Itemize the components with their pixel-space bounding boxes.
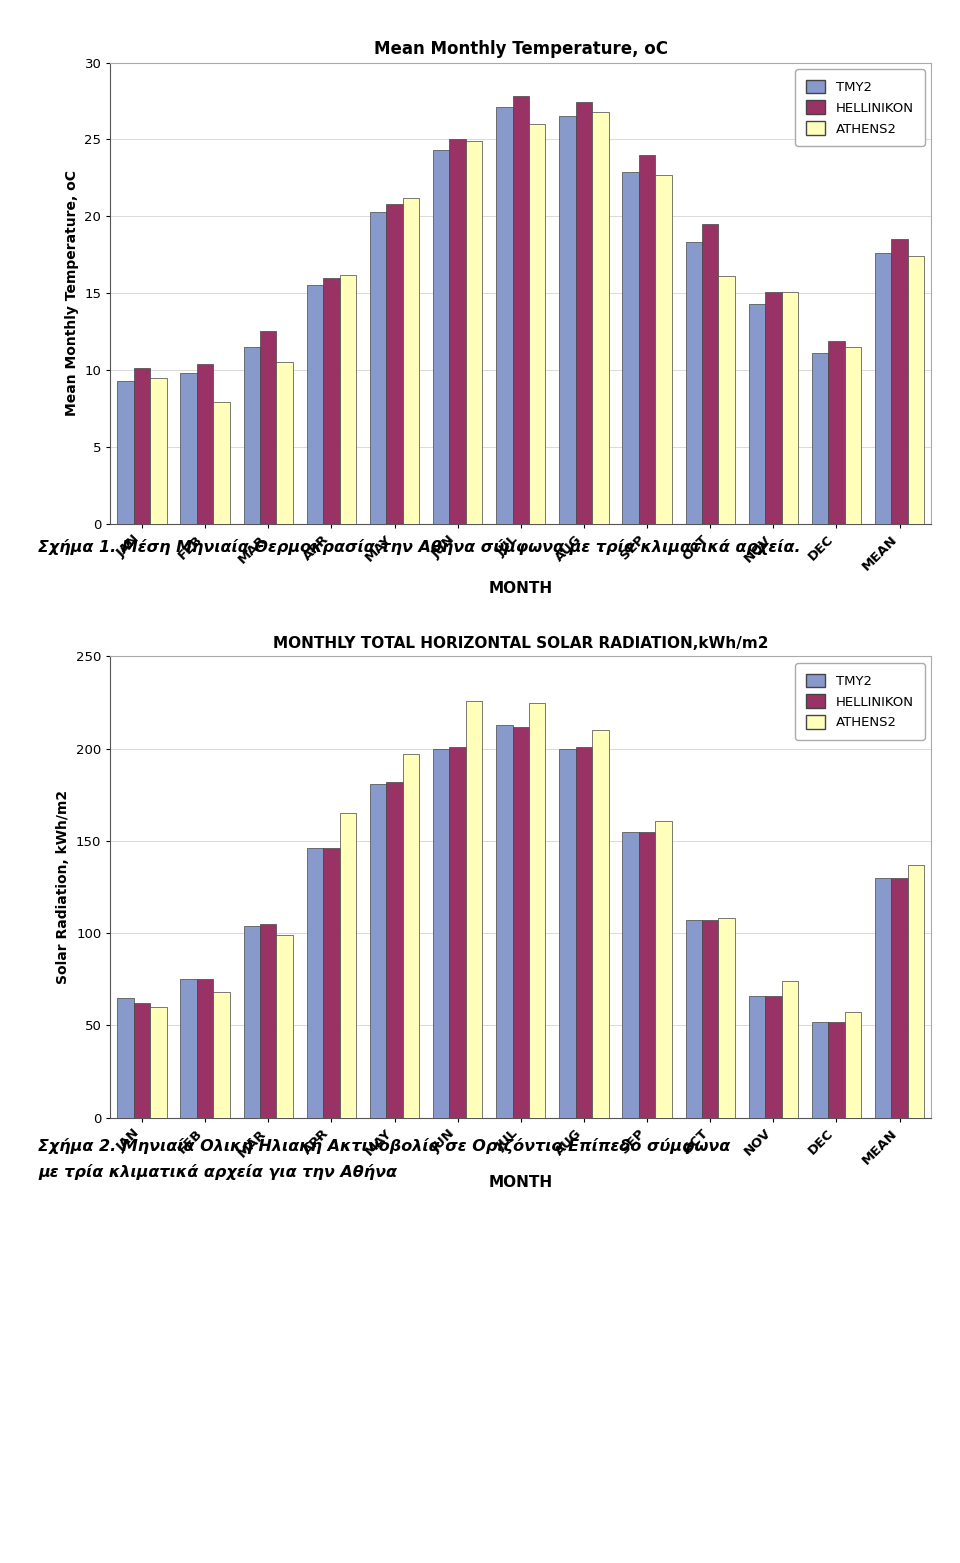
Bar: [244, 347, 260, 524]
Bar: [685, 242, 702, 524]
Bar: [370, 211, 386, 524]
Bar: [560, 749, 576, 1118]
Bar: [908, 864, 924, 1118]
Legend: TMY2, HELLINIKON, ATHENS2: TMY2, HELLINIKON, ATHENS2: [795, 69, 924, 145]
Bar: [340, 275, 356, 524]
Bar: [781, 292, 798, 524]
Text: Σχήμα 2. Μηνιαία Ολική Ηλιακή Ακτινοβολία σε Οριζόντιο Επίπεδο σύμφωνα: Σχήμα 2. Μηνιαία Ολική Ηλιακή Ακτινοβολί…: [38, 1138, 731, 1153]
Bar: [908, 256, 924, 524]
X-axis label: MONTH: MONTH: [489, 1175, 553, 1189]
Bar: [892, 878, 908, 1118]
Bar: [513, 97, 529, 524]
Bar: [213, 402, 229, 524]
Bar: [529, 703, 545, 1118]
Bar: [638, 832, 656, 1118]
Text: Σχήμα 1. Μέση Μηνιαία Θερμοκρασία την Αθήνα σύμφωνα με τρία κλιματικά αρχεία.: Σχήμα 1. Μέση Μηνιαία Θερμοκρασία την Αθ…: [38, 539, 801, 555]
Bar: [702, 224, 718, 524]
Bar: [180, 978, 197, 1118]
Bar: [718, 277, 734, 524]
Bar: [276, 935, 293, 1118]
Y-axis label: Mean Monthly Temperature, oC: Mean Monthly Temperature, oC: [65, 170, 79, 416]
Bar: [213, 993, 229, 1118]
Bar: [386, 203, 403, 524]
Bar: [892, 239, 908, 524]
Bar: [307, 849, 324, 1118]
Bar: [466, 700, 482, 1118]
Bar: [765, 292, 781, 524]
Bar: [592, 730, 609, 1118]
Bar: [496, 108, 513, 524]
Bar: [875, 253, 892, 524]
Bar: [828, 1022, 845, 1118]
Bar: [622, 172, 638, 524]
Bar: [197, 364, 213, 524]
Bar: [749, 996, 765, 1118]
Bar: [576, 747, 592, 1118]
Bar: [845, 1013, 861, 1118]
Bar: [529, 123, 545, 524]
Bar: [197, 978, 213, 1118]
Bar: [370, 783, 386, 1118]
Bar: [260, 331, 276, 524]
Bar: [150, 378, 167, 524]
Bar: [260, 924, 276, 1118]
Bar: [622, 832, 638, 1118]
Bar: [749, 303, 765, 524]
Bar: [828, 341, 845, 524]
Bar: [812, 353, 828, 524]
Bar: [403, 755, 420, 1118]
Bar: [150, 1007, 167, 1118]
X-axis label: MONTH: MONTH: [489, 581, 553, 596]
Bar: [812, 1022, 828, 1118]
Bar: [656, 175, 672, 524]
Bar: [433, 150, 449, 524]
Bar: [133, 1003, 150, 1118]
Bar: [576, 103, 592, 524]
Bar: [466, 141, 482, 524]
Bar: [244, 925, 260, 1118]
Bar: [340, 813, 356, 1118]
Y-axis label: Solar Radiation, kWh/m2: Solar Radiation, kWh/m2: [57, 789, 70, 985]
Bar: [324, 278, 340, 524]
Bar: [513, 727, 529, 1118]
Bar: [781, 982, 798, 1118]
Bar: [117, 381, 133, 524]
Bar: [765, 996, 781, 1118]
Bar: [875, 878, 892, 1118]
Title: Mean Monthly Temperature, oC: Mean Monthly Temperature, oC: [373, 41, 668, 58]
Bar: [307, 286, 324, 524]
Title: MONTHLY TOTAL HORIZONTAL SOLAR RADIATION,kWh/m2: MONTHLY TOTAL HORIZONTAL SOLAR RADIATION…: [273, 636, 769, 652]
Text: με τρία κλιματικά αρχεία για την Αθήνα: με τρία κλιματικά αρχεία για την Αθήνα: [38, 1164, 397, 1180]
Bar: [702, 921, 718, 1118]
Bar: [449, 139, 466, 524]
Bar: [718, 919, 734, 1118]
Bar: [449, 747, 466, 1118]
Legend: TMY2, HELLINIKON, ATHENS2: TMY2, HELLINIKON, ATHENS2: [795, 663, 924, 739]
Bar: [386, 782, 403, 1118]
Bar: [117, 997, 133, 1118]
Bar: [180, 374, 197, 524]
Bar: [656, 821, 672, 1118]
Bar: [403, 199, 420, 524]
Bar: [685, 921, 702, 1118]
Bar: [433, 749, 449, 1118]
Bar: [560, 116, 576, 524]
Bar: [592, 111, 609, 524]
Bar: [845, 347, 861, 524]
Bar: [276, 363, 293, 524]
Bar: [638, 155, 656, 524]
Bar: [496, 725, 513, 1118]
Bar: [133, 369, 150, 524]
Bar: [324, 849, 340, 1118]
